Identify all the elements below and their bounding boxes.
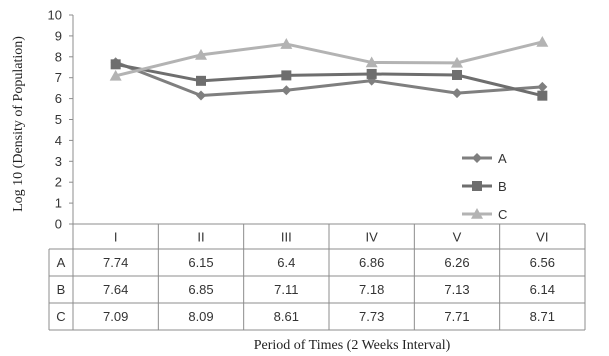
y-tick-label: 0 [55, 217, 62, 232]
y-tick-label: 8 [55, 49, 62, 64]
table-cell: 7.74 [103, 255, 128, 270]
y-tick-label: 1 [55, 196, 62, 211]
table-cell: 6.14 [530, 282, 555, 297]
table-cell: 6.15 [188, 255, 213, 270]
y-tick-label: 10 [48, 8, 62, 23]
y-tick-label: 6 [55, 91, 62, 106]
table-cell: 6.4 [277, 255, 295, 270]
legend-label-c: C [498, 207, 507, 222]
data-point-a [281, 85, 292, 96]
data-point-c [195, 48, 207, 60]
data-point-b [452, 69, 462, 80]
y-tick-label: 4 [55, 133, 62, 148]
data-point-c [365, 56, 378, 68]
data-point-c [451, 56, 463, 68]
table-cell: 8.61 [274, 309, 299, 324]
x-category-label: II [197, 230, 204, 245]
data-point-c [109, 69, 122, 81]
legend-label-a: A [498, 151, 507, 166]
data-point-b [537, 90, 548, 101]
table-cell: 7.18 [359, 282, 384, 297]
table-row-label: B [57, 282, 66, 297]
data-point-a [196, 90, 206, 101]
y-tick-label: 5 [55, 112, 62, 127]
data-point-a [452, 88, 462, 99]
table-row-label: A [57, 255, 66, 270]
table-cell: 7.71 [444, 309, 469, 324]
x-category-label: VI [536, 230, 548, 245]
data-point-b [196, 75, 206, 86]
series-line-b [115, 62, 543, 98]
data-point-b [366, 68, 377, 79]
x-category-label: IV [366, 230, 379, 245]
data-point-b [281, 70, 292, 81]
table-cell: 7.64 [103, 282, 128, 297]
x-axis-label: Period of Times (2 Weeks Interval) [254, 338, 451, 353]
table-cell: 8.09 [188, 309, 213, 324]
y-tick-label: 7 [55, 70, 62, 85]
series-line-a [115, 60, 543, 97]
y-tick-label: 3 [55, 154, 62, 169]
x-category-label: V [453, 230, 462, 245]
table-cell: 7.13 [444, 282, 469, 297]
y-tick-label: 9 [55, 28, 62, 43]
data-point-c [536, 35, 549, 47]
legend-marker-c [471, 208, 483, 219]
y-axis-label: Log 10 (Density of Population) [11, 36, 26, 212]
table-cell: 7.11 [274, 282, 298, 297]
x-category-label: I [114, 230, 118, 245]
x-category-label: III [281, 230, 292, 245]
data-point-b [110, 59, 121, 70]
legend-marker-a [472, 153, 482, 163]
y-tick-label: 2 [55, 175, 62, 190]
table-row-label: C [56, 309, 65, 324]
table-cell: 7.09 [103, 309, 128, 324]
table-cell: 6.85 [188, 282, 213, 297]
table-cell: 7.73 [359, 309, 384, 324]
legend-marker-b [472, 181, 482, 191]
legend-label-b: B [498, 179, 507, 194]
data-point-c [280, 38, 293, 49]
table-cell: 6.26 [444, 255, 469, 270]
table-cell: 6.86 [359, 255, 384, 270]
data-point-a [537, 81, 548, 92]
series-line-c [115, 40, 543, 78]
table-cell: 6.56 [530, 255, 555, 270]
table-cell: 8.71 [530, 309, 555, 324]
